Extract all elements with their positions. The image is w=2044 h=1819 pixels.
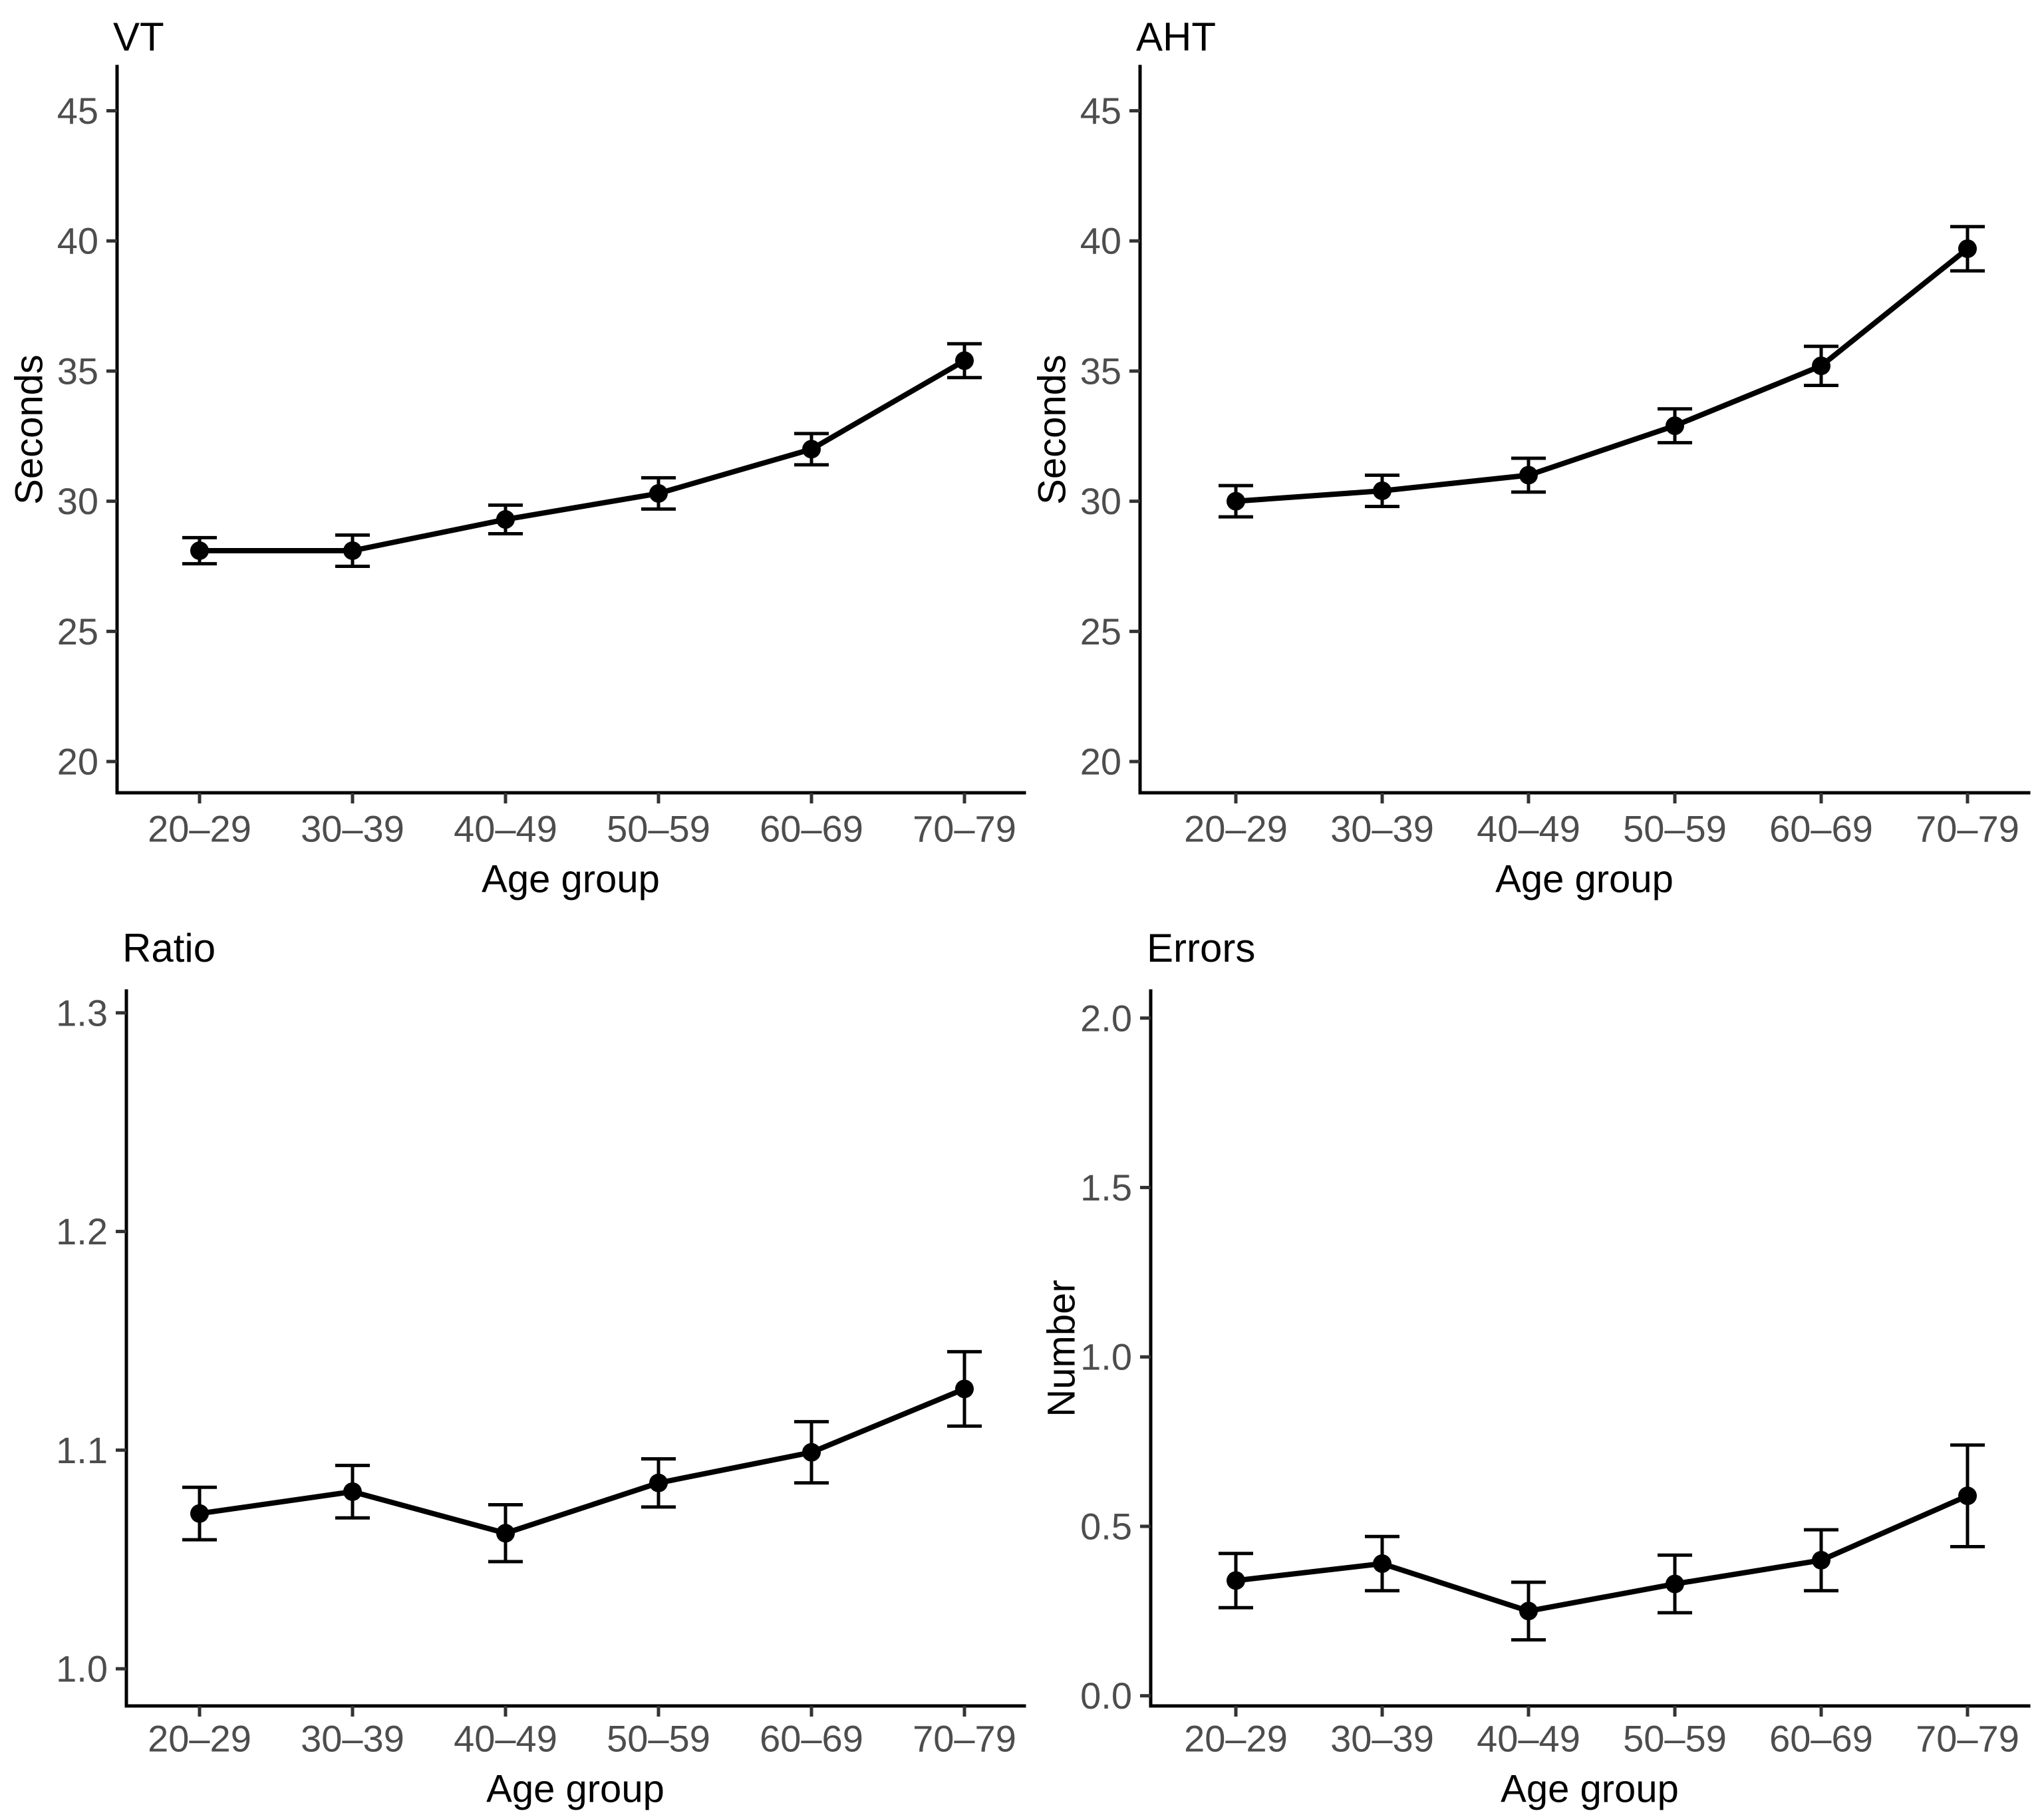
data-point-marker [496,510,515,529]
data-point-marker [955,351,974,370]
panel-aht-title: AHT [1136,15,1216,59]
x-tick-label: 30–39 [301,1718,404,1760]
data-point-marker [1519,466,1538,485]
y-tick-label: 1.0 [56,1648,108,1690]
data-point-marker [1812,1550,1830,1570]
series-line [1233,1493,1970,1614]
data-point-marker [1666,1574,1684,1594]
panel-errors-title: Errors [1147,926,1255,970]
x-tick-label: 50–59 [607,808,710,850]
y-tick-label: 20 [57,741,98,783]
series-line [197,358,967,553]
y-tick-label: 40 [57,220,98,262]
x-tick-label: 70–79 [1916,808,2019,850]
y-tick-label: 1.2 [56,1210,108,1252]
x-axis-title: Age group [1501,1768,1679,1811]
panel-aht: AHT 20 25 30 35 40 45 20–29 30–39 40–49 50–59 60–69… [1031,15,2031,901]
x-tick-label: 60–69 [760,808,863,850]
x-axis-title: Age group [482,858,660,901]
y-tick-label: 45 [1080,90,1121,132]
data-point-marker [1812,356,1830,376]
data-point-marker [343,541,362,560]
data-point-marker [1373,1554,1391,1574]
series-line [1233,245,1970,504]
y-tick-label: 0.0 [1080,1675,1132,1717]
data-point-marker [1958,239,1977,258]
x-tick-label: 40–49 [454,808,557,850]
y-tick-label: 25 [57,611,98,652]
data-point-marker [802,440,821,459]
panel-ratio-title: Ratio [122,926,216,970]
y-axis-title: Seconds [1031,354,1074,505]
data-point-marker [1373,481,1391,500]
data-point-marker [649,1473,668,1492]
y-tick-label: 35 [57,350,98,392]
data-point-marker [649,484,668,503]
data-point-marker [343,1482,362,1501]
data-point-marker [1519,1602,1538,1621]
x-tick-label: 40–49 [1477,1718,1580,1760]
y-tick-label: 20 [1080,741,1121,783]
y-tick-label: 35 [1080,350,1121,392]
x-tick-label: 60–69 [1769,808,1873,850]
x-tick-label: 20–29 [1184,1718,1288,1760]
y-tick-label: 30 [1080,480,1121,522]
x-tick-label: 60–69 [760,1718,863,1760]
x-tick-label: 20–29 [148,808,251,850]
y-axis-title: Number [1040,1280,1084,1417]
data-point-marker [1227,491,1245,511]
y-tick-label: 30 [57,480,98,522]
x-tick-label: 70–79 [1916,1718,2019,1760]
panel-ratio: Ratio 1.0 1.1 1.2 1.3 20–29 30–39 40–49 50–59 60–… [56,926,1026,1811]
x-tick-label: 70–79 [913,808,1016,850]
panel-vt-title: VT [113,15,164,59]
panel-errors: Errors 0.0 0.5 1.0 1.5 2.0 20–29 30–39 40–49 50–5… [1040,926,2031,1811]
x-axis-title: Age group [1495,858,1674,901]
data-point-marker [496,1524,515,1543]
y-tick-label: 40 [1080,220,1121,262]
x-tick-label: 50–59 [1623,1718,1727,1760]
data-point-marker [802,1443,821,1462]
y-tick-label: 25 [1080,611,1121,652]
y-tick-label: 45 [57,90,98,132]
data-point-marker [190,1504,209,1523]
y-tick-label: 0.5 [1080,1505,1132,1547]
panel-vt: VT 20 25 30 35 40 45 20–29 30–39 40–49 50–59 60–69 7… [8,15,1026,901]
y-tick-label: 1.3 [56,992,108,1034]
x-tick-label: 70–79 [913,1718,1016,1760]
y-axis-title: Seconds [8,354,51,505]
x-tick-label: 30–39 [301,808,404,850]
x-tick-label: 30–39 [1330,1718,1434,1760]
y-tick-label: 1.5 [1080,1167,1132,1208]
x-tick-label: 50–59 [1623,808,1727,850]
data-point-marker [955,1379,974,1399]
x-tick-label: 20–29 [1184,808,1288,850]
y-tick-label: 1.1 [56,1429,108,1471]
data-point-marker [1958,1486,1977,1506]
x-tick-label: 60–69 [1769,1718,1873,1760]
series-line [197,1386,967,1536]
x-tick-label: 20–29 [148,1718,251,1760]
x-tick-label: 30–39 [1330,808,1434,850]
y-tick-label: 1.0 [1080,1336,1132,1378]
data-point-marker [190,541,209,560]
x-tick-label: 40–49 [454,1718,557,1760]
x-tick-label: 40–49 [1477,808,1580,850]
x-axis-title: Age group [486,1768,664,1811]
data-point-marker [1666,416,1684,436]
x-tick-label: 50–59 [607,1718,710,1760]
y-tick-label: 2.0 [1080,997,1132,1039]
data-point-marker [1227,1571,1245,1590]
